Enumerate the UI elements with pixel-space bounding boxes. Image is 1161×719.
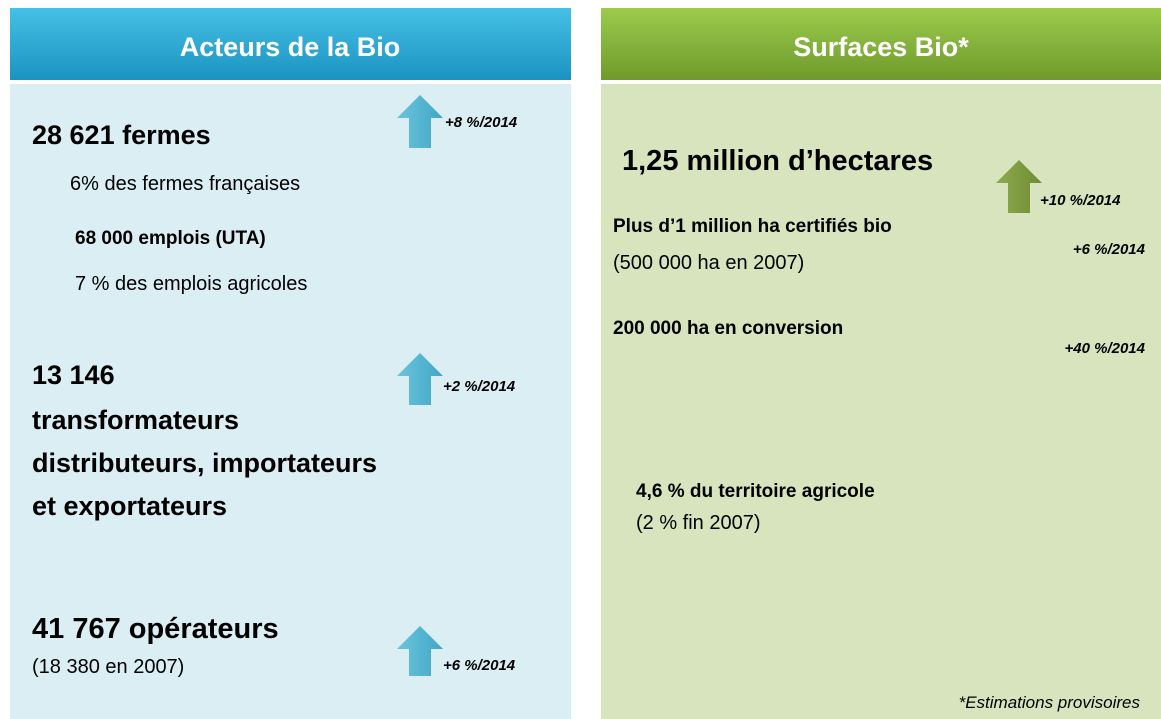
up-arrow [397, 626, 443, 676]
growth: +6 %/2014 [1073, 241, 1146, 258]
farms-count: 28 621 fermes [32, 120, 211, 150]
growth: +10 %/2014 [1040, 192, 1121, 209]
operators-previous: (18 380 en 2007) [32, 656, 184, 678]
processors-line: transformateurs [32, 405, 239, 435]
jobs-share: 7 % des emplois agricoles [75, 273, 307, 295]
panel-body [601, 84, 1161, 719]
territory-label: 4,6 % du territoire agricole [636, 481, 875, 502]
territory-previous: (2 % fin 2007) [636, 512, 761, 534]
processors-line: distributeurs, importateurs [32, 448, 377, 478]
panel-header [10, 8, 571, 80]
conversion-label: 200 000 ha en conversion [613, 318, 843, 339]
footnote: *Estimations provisoires [959, 693, 1141, 712]
certified-label: Plus d’1 million ha certifiés bio [613, 216, 892, 237]
panel-title: Surfaces Bio* [793, 32, 969, 62]
certified-previous: (500 000 ha en 2007) [613, 252, 804, 274]
growth: +40 %/2014 [1065, 340, 1146, 357]
operators-count: 41 767 opérateurs [32, 613, 279, 645]
processors-line: et exportateurs [32, 491, 227, 521]
panel-header [601, 8, 1161, 80]
farms-share: 6% des fermes françaises [70, 173, 300, 195]
growth: +6 %/2014 [443, 657, 516, 674]
jobs-count: 68 000 emplois (UTA) [75, 228, 266, 249]
panel-body [10, 84, 571, 719]
panel-title: Acteurs de la Bio [180, 32, 401, 62]
up-arrow [397, 353, 443, 405]
growth: +8 %/2014 [445, 114, 518, 131]
growth: +2 %/2014 [443, 378, 516, 395]
up-arrow [397, 95, 443, 148]
up-arrow [996, 160, 1042, 213]
processors-line: 13 146 [32, 360, 115, 390]
total-count: 1,25 million d’hectares [622, 145, 933, 177]
